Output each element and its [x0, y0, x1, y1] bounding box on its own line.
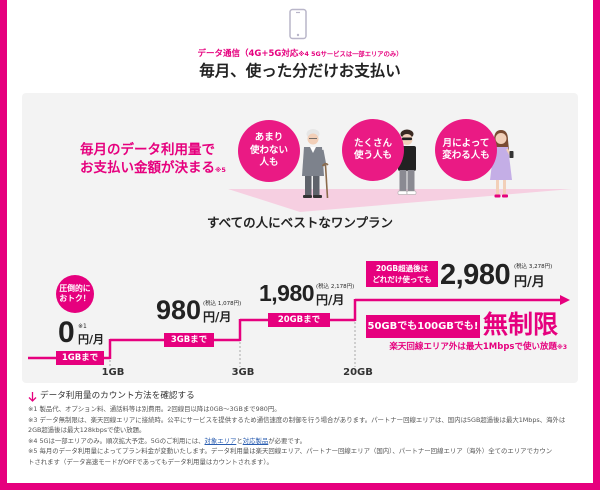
page-frame-bottom: [0, 483, 600, 490]
smartphone-icon: [289, 8, 307, 40]
unlimited-note-mark: ※3: [556, 344, 567, 351]
unlimited-note-text: 楽天回線エリア外は最大1Mbpsで使い放題: [389, 342, 557, 352]
footnote-5-line-2: トされます（データ高速モードがOFFであってもデータ利用量はカウントされます）。: [28, 457, 273, 466]
intro-headline: 毎月のデータ利用量で お支払い金額が決まる※5: [80, 141, 226, 179]
unlimited-usage-label: 50GBでも100GBでも!: [366, 315, 480, 338]
footnote-4-text: ※4 5Gは一部エリアのみ。順次拡大予定。5Gのご利用には、: [28, 436, 205, 445]
persona-text: 変わる人も: [442, 150, 490, 161]
intro-line-2-text: お支払い金額が決まる: [80, 160, 215, 176]
tier-0-limit-label: 1GBまで: [56, 351, 104, 365]
persona-text: 月によって: [442, 137, 490, 149]
badge-line-1: 圧倒的に: [59, 284, 91, 293]
category-main-text: データ通信（4G+5G対応: [197, 49, 299, 59]
best-value-badge: 圧倒的に おトク！: [56, 275, 94, 313]
tier-1-unit: 円/月: [203, 310, 232, 324]
axis-label-20gb: 20GB: [343, 367, 373, 378]
footnote-5-line-1: ※5 毎月のデータ利用量によってプラン料金が変動いたします。データ利用量は楽天回…: [28, 447, 553, 456]
footnotes: ※1 製品代、オプション料、通話料等は別費用。2回線目以降は0GB～3GBまで9…: [28, 404, 576, 468]
tier-0-price: 0: [58, 316, 75, 349]
persona-text: 人も: [259, 157, 279, 169]
tier-3-unit: 円/月: [514, 275, 545, 290]
unlimited-outside-area-note: 楽天回線エリア外は最大1Mbpsで使い放題※3: [375, 342, 567, 353]
plan-title: すべての人にベストなワンプラン: [206, 215, 393, 230]
tier-1-limit-label: 3GBまで: [164, 333, 214, 347]
persona-heavy-user: たくさん 使う人も: [342, 119, 404, 181]
intro-line-1: 毎月のデータ利用量で: [80, 142, 215, 158]
tier-0-unit: 円/月: [78, 333, 105, 346]
page-title: 毎月、使った分だけお支払い: [199, 62, 401, 80]
tier-1-tax-included: (税込 1,078円): [203, 301, 242, 307]
footnote-3-line-2: 2GB超過後は最大128kbpsで使い放題。: [28, 426, 146, 435]
data-usage-count-link[interactable]: データ利用量のカウント方法を確認する: [40, 391, 195, 401]
page-frame-right: [593, 0, 600, 490]
persona-variable-user: 月によって 変わる人も: [435, 119, 497, 181]
persona-text: たくさん: [353, 137, 392, 149]
tier-2-price: 1,980: [259, 280, 315, 306]
unlimited-headline: 無制限: [483, 310, 559, 339]
compatible-devices-link[interactable]: 対応製品: [242, 436, 269, 445]
coverage-area-link[interactable]: 対象エリア: [204, 436, 237, 445]
data-communication-label: データ通信（4G+5G対応※4 5Gサービスは一部エリアのみ）: [0, 45, 600, 60]
persona-text: あまり: [254, 132, 284, 144]
footnote-3-line-1: ※3 データ無制限は、楽天回線エリアに接続時。公平にサービスを提供するため通信速…: [28, 415, 566, 424]
arrow-down-icon[interactable]: [28, 391, 37, 402]
tier-0-note-mark: ※1: [78, 323, 87, 330]
footnote-4-text: と: [236, 436, 243, 445]
page-frame-left: [0, 0, 7, 490]
tier-1-price: 980: [156, 295, 202, 325]
category-note-text: ※4 5Gサービスは一部エリアのみ）: [298, 51, 403, 58]
badge-line-2: おトク！: [59, 294, 91, 303]
persona-text: 使う人も: [353, 150, 392, 161]
tier-3-tax-included: (税込 3,278円): [514, 264, 553, 270]
intro-note-mark: ※5: [215, 166, 226, 174]
axis-label-1gb: 1GB: [101, 367, 125, 378]
tier-2-tax-included: (税込 2,178円): [316, 284, 355, 290]
tier-3-condition-line-1: 20GB超過後は: [375, 264, 429, 273]
tier-2-unit: 円/月: [316, 293, 345, 307]
tier-2-limit-label: 20GBまで: [268, 313, 330, 327]
tier-3-condition-label: 20GB超過後は どれだけ使っても: [366, 261, 438, 287]
tier-3-condition-line-2: どれだけ使っても: [372, 275, 432, 284]
persona-text: 使わない: [249, 144, 288, 156]
persona-light-user: あまり 使わない 人も: [238, 120, 300, 182]
axis-label-3gb: 3GB: [231, 367, 255, 378]
footnote-4-text: が必要です。: [268, 436, 306, 445]
tier-3-price: 2,980: [440, 259, 511, 291]
footnote-1: ※1 製品代、オプション料、通話料等は別費用。2回線目以降は0GB～3GBまで9…: [28, 405, 281, 413]
intro-line-2: お支払い金額が決まる※5: [80, 159, 226, 179]
footnote-4: ※4 5Gは一部エリアのみ。順次拡大予定。5Gのご利用には、対象エリアと対応製品…: [28, 436, 576, 447]
